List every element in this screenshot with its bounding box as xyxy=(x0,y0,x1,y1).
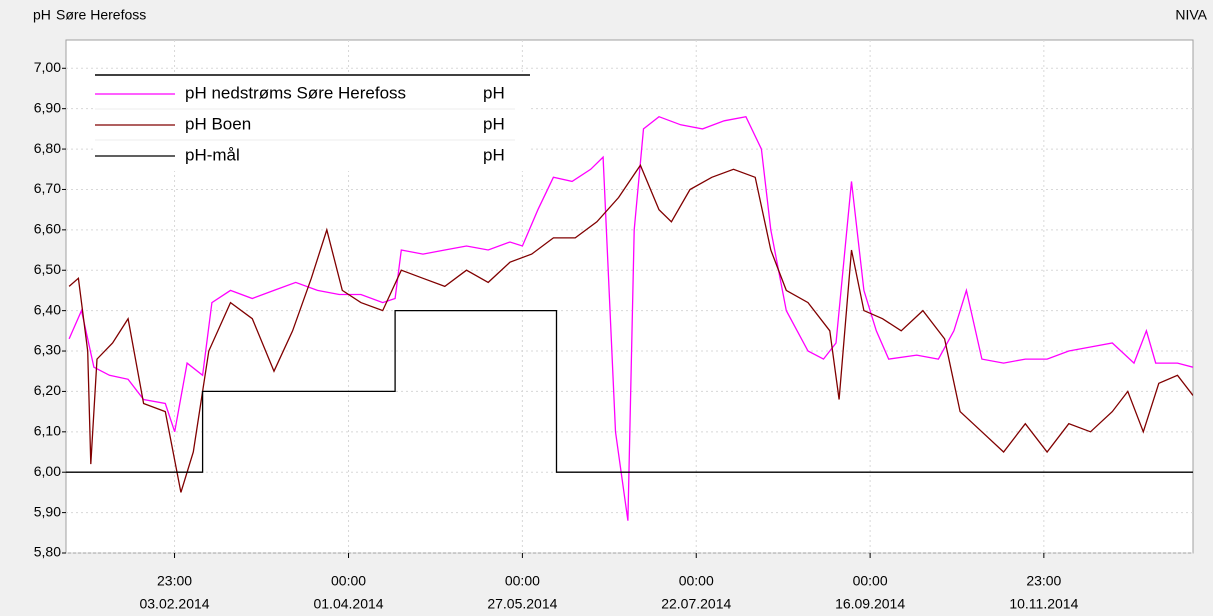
y-tick-label: 6,30 xyxy=(34,342,61,358)
legend-label: pH Boen xyxy=(185,114,251,133)
y-tick-label: 6,90 xyxy=(34,99,61,115)
source: NIVA xyxy=(1175,7,1207,23)
series-group xyxy=(66,115,1193,521)
x-tick-label: 16.09.2014 xyxy=(835,596,905,612)
chart-title: Søre Herefoss xyxy=(56,7,146,23)
x-tick-label: 23:00 xyxy=(1026,573,1061,589)
y-tick-label: 6,40 xyxy=(34,301,61,317)
x-tick-label: 22.07.2014 xyxy=(661,596,731,612)
y-tick-label: 6,20 xyxy=(34,382,61,398)
x-tick-label: 00:00 xyxy=(505,573,540,589)
x-tick-label: 03.02.2014 xyxy=(139,596,209,612)
legend-unit: pH xyxy=(483,145,505,164)
x-tick-label: 10.11.2014 xyxy=(1009,596,1078,612)
series-line xyxy=(66,309,1193,473)
x-tick-label: 00:00 xyxy=(679,573,714,589)
legend-unit: pH xyxy=(483,114,505,133)
legend-unit: pH xyxy=(483,83,505,102)
x-tick-label: 23:00 xyxy=(157,573,192,589)
legend-label: pH nedstrøms Søre Herefoss xyxy=(185,83,406,102)
x-tick-label: 01.04.2014 xyxy=(313,596,383,612)
series-line xyxy=(68,115,1193,521)
y-tick-label: 5,90 xyxy=(34,503,61,519)
x-tick-label: 00:00 xyxy=(853,573,888,589)
y-tick-label: 6,60 xyxy=(34,221,61,237)
x-tick-label: 27.05.2014 xyxy=(487,596,557,612)
y-tick-label: 7,00 xyxy=(34,59,61,75)
y-tick-label: 5,80 xyxy=(34,544,61,560)
y-tick-label: 6,10 xyxy=(34,423,61,439)
y-tick-label: 6,70 xyxy=(34,180,61,196)
y-tick-label: 6,80 xyxy=(34,140,61,156)
y-label: pH xyxy=(33,7,51,23)
series-line xyxy=(68,163,1193,493)
y-tick-label: 6,50 xyxy=(34,261,61,277)
legend-box xyxy=(95,75,530,171)
x-tick-label: 00:00 xyxy=(331,573,366,589)
legend-label: pH-mål xyxy=(185,145,240,164)
y-tick-label: 6,00 xyxy=(34,463,61,479)
